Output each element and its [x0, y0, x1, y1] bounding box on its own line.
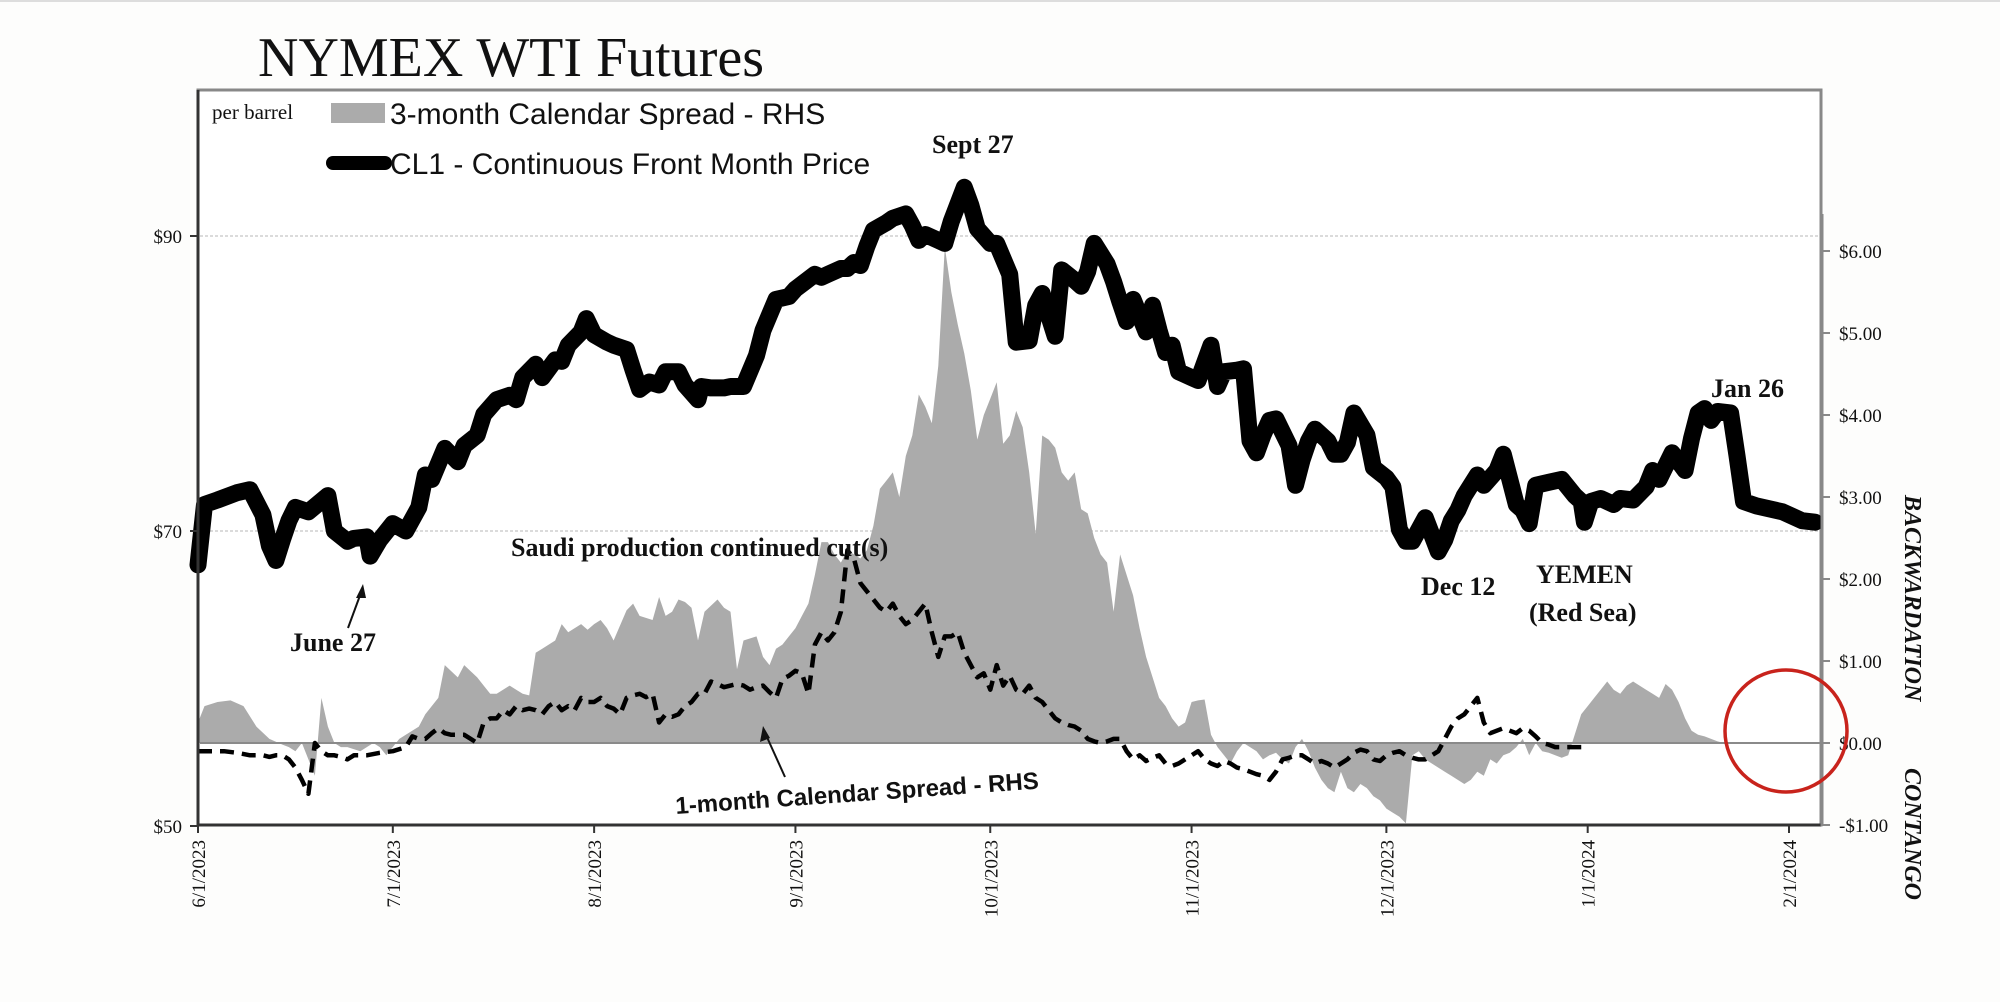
- area-3-month-spread: [198, 246, 1744, 824]
- annotation-yemen: YEMEN: [1536, 560, 1633, 589]
- right-tick-label: $6.00: [1839, 242, 1882, 263]
- 1-month-arrowhead: [760, 726, 770, 742]
- area-3-month-spread-fill: [198, 246, 1744, 824]
- annotation-dec-12: Dec 12: [1421, 572, 1495, 601]
- right-tick-label: $0.00: [1839, 734, 1882, 755]
- annotation-sept-27: Sept 27: [932, 130, 1014, 159]
- june-27-arrowhead: [356, 584, 366, 598]
- label-contango: CONTANGO: [1899, 768, 1925, 900]
- chart-title: NYMEX WTI Futures: [258, 27, 764, 89]
- annotation-red-sea: (Red Sea): [1529, 598, 1637, 627]
- line-1-month-spread: [198, 548, 1588, 797]
- right-tick-label: $5.00: [1839, 324, 1882, 345]
- x-tick-label: 10/1/2023: [981, 840, 1002, 917]
- label-backwardation: BACKWARDATION: [1899, 494, 1925, 703]
- x-tick-label: 8/1/2023: [585, 840, 606, 908]
- x-axis-ticks: 6/1/2023 7/1/2023 8/1/2023 9/1/2023 10/1/202…: [189, 825, 1801, 917]
- right-tick-label: -$1.00: [1839, 816, 1888, 837]
- left-tick-label: $70: [154, 522, 183, 543]
- x-tick-label: 11/1/2023: [1183, 840, 1204, 916]
- left-tick-label: $90: [154, 227, 183, 248]
- right-tick-label: $3.00: [1839, 488, 1882, 509]
- x-tick-label: 1/1/2024: [1579, 840, 1600, 908]
- right-axis-ticks: -$1.00 $0.00 $1.00 $2.00 $3.00 $4.00 $5.00 $6.0…: [1822, 242, 1888, 837]
- left-axis-ticks: $50 $70 $90: [154, 227, 198, 838]
- annotation-june-27: June 27: [290, 628, 376, 657]
- right-tick-label: $2.00: [1839, 570, 1882, 591]
- annotation-saudi-cuts: Saudi production continued cut(s): [511, 533, 888, 562]
- legend-label-cl1: CL1 - Continuous Front Month Price: [390, 148, 870, 181]
- legend: per barrel 3-month Calendar Spread - RHS…: [212, 98, 870, 181]
- x-tick-label: 7/1/2023: [384, 840, 405, 908]
- x-tick-label: 6/1/2023: [189, 840, 210, 908]
- right-tick-label: $4.00: [1839, 406, 1882, 427]
- x-tick-label: 12/1/2023: [1377, 840, 1398, 917]
- unit-label: per barrel: [212, 100, 293, 124]
- line-cl1-price-path: [189, 178, 1824, 574]
- legend-label-3-month: 3-month Calendar Spread - RHS: [390, 98, 825, 131]
- x-tick-label: 2/1/2024: [1780, 840, 1801, 908]
- line-cl1-price: [189, 178, 1824, 574]
- legend-swatch-3-month: [331, 103, 385, 123]
- line-1-month-spread-path: [198, 548, 1588, 797]
- 1-month-arrow: [765, 734, 786, 778]
- annotation-jan-26: Jan 26: [1711, 374, 1784, 403]
- right-tick-label: $1.00: [1839, 652, 1882, 673]
- highlight-circle: [1723, 668, 1849, 794]
- x-tick-label: 9/1/2023: [786, 840, 807, 908]
- left-tick-label: $50: [154, 817, 183, 838]
